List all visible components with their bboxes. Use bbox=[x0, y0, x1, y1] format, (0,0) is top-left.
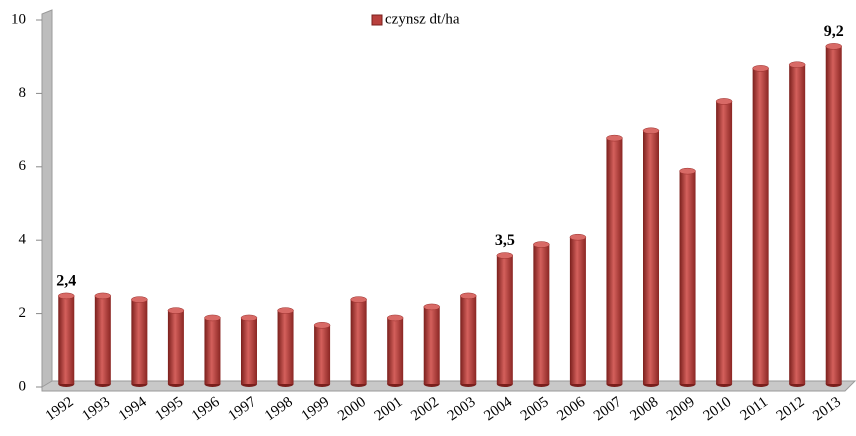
x-tick-label: 2007 bbox=[591, 394, 625, 425]
x-tick-label: 2001 bbox=[372, 394, 406, 424]
bar bbox=[716, 101, 733, 384]
x-tick-label: 2012 bbox=[774, 394, 808, 424]
bar bbox=[131, 299, 148, 384]
y-tick-label: 6 bbox=[19, 158, 27, 174]
bar bbox=[496, 255, 513, 384]
bar-cap bbox=[715, 98, 733, 105]
data-label: 3,5 bbox=[495, 232, 515, 249]
bar-cap bbox=[788, 61, 806, 68]
x-tick-label: 2006 bbox=[554, 394, 588, 425]
bar bbox=[569, 237, 586, 384]
bar bbox=[241, 317, 257, 384]
x-tick-label: 2008 bbox=[628, 394, 662, 424]
bar-cap bbox=[277, 307, 294, 314]
bar-cap bbox=[533, 241, 550, 248]
bar bbox=[752, 68, 769, 384]
x-tick-label: 1993 bbox=[79, 394, 113, 424]
bar-cap bbox=[386, 314, 404, 322]
bar bbox=[606, 138, 623, 384]
bar bbox=[277, 310, 294, 384]
bar-cap bbox=[423, 303, 440, 311]
bar bbox=[350, 299, 367, 384]
x-tick-label: 1992 bbox=[43, 394, 77, 424]
x-tick-label: 2011 bbox=[738, 394, 771, 424]
bar bbox=[204, 317, 221, 384]
x-tick-label: 2005 bbox=[518, 394, 552, 424]
bar-cap bbox=[569, 233, 587, 241]
bar bbox=[387, 317, 404, 384]
bar bbox=[643, 130, 659, 384]
data-label: 2,4 bbox=[56, 273, 76, 290]
bar bbox=[314, 325, 331, 384]
bar bbox=[167, 310, 184, 384]
x-tick-label: 1995 bbox=[152, 394, 186, 424]
legend-swatch bbox=[371, 14, 383, 26]
bar-cap bbox=[58, 292, 75, 300]
bar-cap bbox=[496, 252, 514, 259]
bar bbox=[533, 244, 550, 384]
bar-cap bbox=[313, 322, 331, 329]
x-tick-label: 1996 bbox=[189, 394, 223, 425]
bar-cap bbox=[606, 134, 623, 142]
x-tick-label: 1994 bbox=[116, 394, 150, 425]
x-tick-label: 2013 bbox=[810, 394, 844, 424]
x-tick-label: 1999 bbox=[299, 394, 333, 424]
x-tick-label: 2002 bbox=[408, 394, 442, 424]
x-tick-label: 2004 bbox=[481, 394, 515, 425]
x-tick-label: 2003 bbox=[445, 394, 479, 424]
bar-cap bbox=[94, 292, 112, 300]
y-tick-label: 10 bbox=[11, 11, 26, 27]
bar-cap bbox=[204, 314, 221, 322]
bar bbox=[423, 306, 440, 384]
x-tick-label: 2009 bbox=[664, 394, 698, 424]
bar-cap bbox=[642, 127, 660, 135]
bar-cap bbox=[679, 167, 696, 175]
legend-label: czynsz dt/ha bbox=[385, 11, 460, 27]
bar bbox=[679, 171, 696, 384]
legend: czynsz dt/ha bbox=[371, 11, 460, 27]
bar bbox=[789, 64, 806, 385]
bar bbox=[460, 295, 477, 384]
bar-cap bbox=[825, 43, 842, 50]
bar-cap bbox=[131, 296, 148, 303]
x-tick-label: 2010 bbox=[701, 394, 735, 424]
bar-cap bbox=[350, 296, 367, 303]
data-label: 9,2 bbox=[824, 23, 844, 40]
y-tick-label: 4 bbox=[19, 232, 27, 248]
bar bbox=[58, 295, 75, 384]
x-tick-label: 2000 bbox=[335, 394, 369, 424]
side-wall bbox=[41, 9, 53, 388]
y-tick-label: 0 bbox=[19, 378, 27, 394]
y-tick-label: 8 bbox=[19, 85, 27, 101]
x-tick-label: 1998 bbox=[262, 394, 296, 424]
bar bbox=[825, 46, 842, 385]
bar-cap bbox=[167, 307, 185, 314]
bar-cap bbox=[752, 65, 769, 72]
bar-cap bbox=[460, 292, 477, 300]
y-tick-label: 2 bbox=[19, 305, 27, 321]
x-tick-label: 1997 bbox=[226, 394, 260, 425]
floor bbox=[41, 380, 856, 392]
bar-cap bbox=[240, 314, 258, 322]
bar bbox=[94, 295, 111, 384]
